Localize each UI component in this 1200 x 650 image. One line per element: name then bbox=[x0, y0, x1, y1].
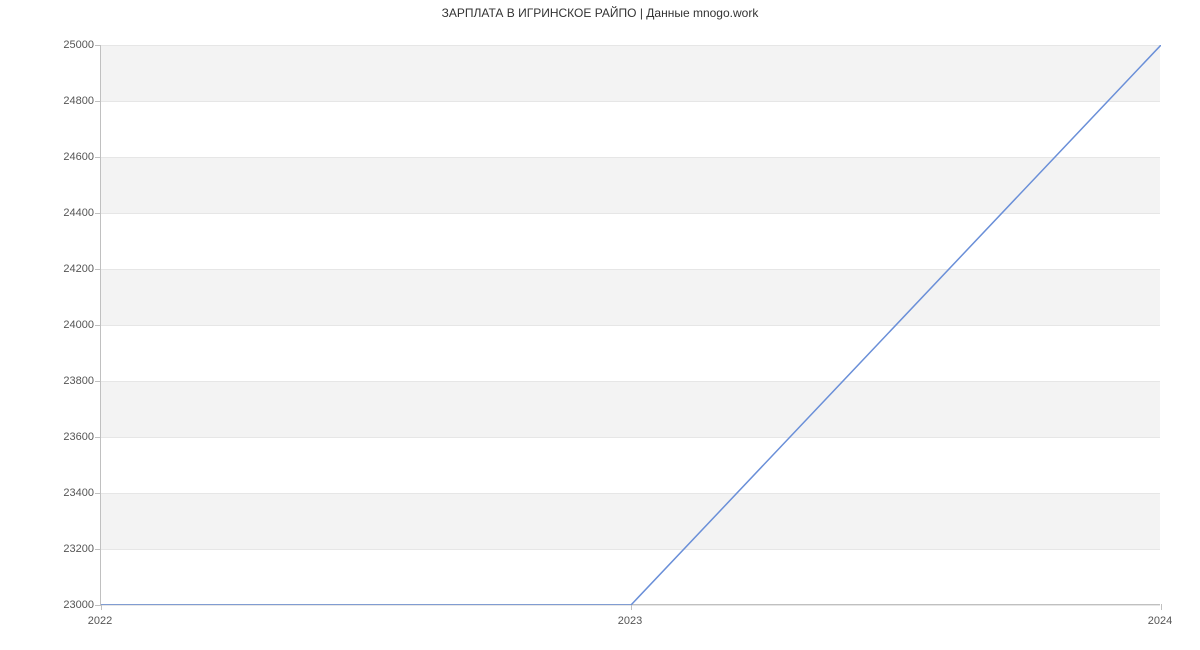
y-tick-label: 23400 bbox=[4, 487, 94, 499]
y-tick-label: 24200 bbox=[4, 263, 94, 275]
y-tick-label: 24800 bbox=[4, 95, 94, 107]
y-tick-label: 24400 bbox=[4, 207, 94, 219]
y-tick-label: 23000 bbox=[4, 599, 94, 611]
series-line bbox=[101, 45, 1161, 605]
x-tick-label: 2022 bbox=[88, 615, 112, 627]
chart-title: ЗАРПЛАТА В ИГРИНСКОЕ РАЙПО | Данные mnog… bbox=[0, 6, 1200, 20]
plot-area bbox=[100, 45, 1160, 605]
y-tick-label: 24000 bbox=[4, 319, 94, 331]
y-tick-label: 25000 bbox=[4, 39, 94, 51]
x-tick-label: 2023 bbox=[618, 615, 642, 627]
y-tick-label: 23200 bbox=[4, 543, 94, 555]
y-tick-label: 23600 bbox=[4, 431, 94, 443]
salary-line-chart: ЗАРПЛАТА В ИГРИНСКОЕ РАЙПО | Данные mnog… bbox=[0, 0, 1200, 650]
line-layer bbox=[101, 45, 1161, 605]
y-tick-label: 24600 bbox=[4, 151, 94, 163]
y-tick-label: 23800 bbox=[4, 375, 94, 387]
x-tick bbox=[1161, 604, 1162, 610]
x-tick-label: 2024 bbox=[1148, 615, 1172, 627]
